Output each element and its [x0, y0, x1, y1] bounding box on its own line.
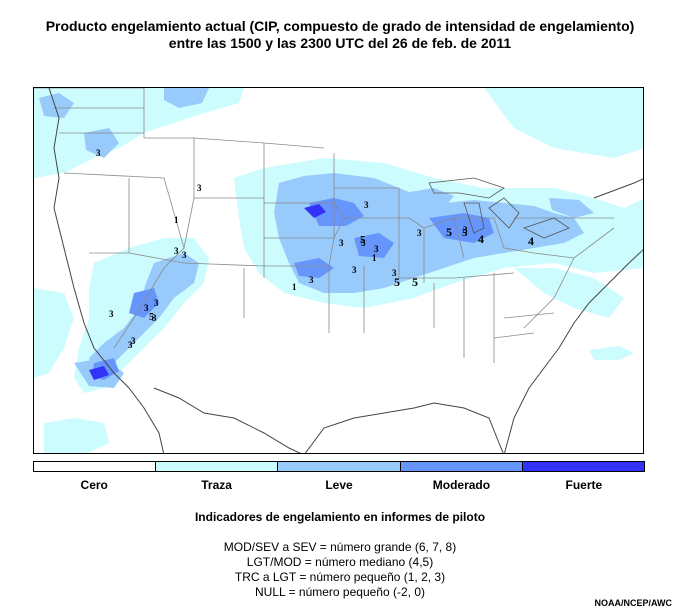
- legend-swatch-leve: [278, 462, 401, 471]
- marker-23: 4: [528, 234, 534, 248]
- marker-11: 5: [394, 275, 400, 289]
- marker-26: 3: [463, 225, 468, 235]
- legend-label-cero: Cero: [80, 478, 108, 492]
- legend-label-leve: Leve: [325, 478, 353, 492]
- marker-27: 5: [361, 238, 366, 248]
- marker-13: 3: [392, 268, 397, 278]
- icing-map: 3 3 1 3 3 3 3 1 3 3 5 5 5 3 1 3 3 3 3 5 …: [33, 87, 644, 454]
- marker-15: 3: [182, 250, 187, 260]
- marker-1: 3: [197, 183, 202, 193]
- legend-swatch-cero: [34, 462, 157, 471]
- marker-12: 5: [412, 275, 418, 289]
- pirep-line-4: NULL = número pequeño (-2, 0): [255, 585, 425, 599]
- marker-7: 1: [372, 253, 377, 263]
- marker-19: 5: [149, 312, 154, 323]
- great-lakes: [428, 177, 570, 239]
- map-svg: 3 3 1 3 3 3 3 1 3 3 5 5 5 3 1 3 3 3 3 5 …: [34, 88, 643, 453]
- marker-18: 3: [144, 303, 149, 313]
- marker-6: 3: [374, 244, 379, 254]
- legend-label-traza: Traza: [201, 478, 232, 492]
- pirep-line-3: TRC a LGT = número pequeño (1, 2, 3): [234, 570, 446, 584]
- marker-17: 3: [154, 298, 159, 308]
- pirep-line-1: MOD/SEV a SEV = número grande (6, 7, 8): [223, 540, 457, 554]
- legend-swatch-moderado: [400, 462, 523, 471]
- pirep-heading: Indicadores de engelamiento en informes …: [194, 510, 486, 524]
- coastline: [48, 88, 643, 453]
- legend-color-bar: [33, 461, 645, 472]
- state-boundaries: [34, 88, 615, 363]
- marker-8: 3: [352, 265, 357, 275]
- legend-swatch-fuerte: [522, 462, 645, 471]
- marker-14: 1: [292, 282, 297, 292]
- credit-text: NOAA/NCEP/AWC: [594, 598, 672, 608]
- pirep-markers: 3 3 1 3 3 3 3 1 3 3 5 5 5 3 1 3 3 3 3 5 …: [96, 148, 534, 350]
- title-line-2: entre las 1500 y las 2300 UTC del 26 de …: [168, 35, 512, 51]
- marker-3: 3: [364, 200, 369, 210]
- marker-16: 3: [174, 246, 179, 256]
- marker-5: 3: [339, 238, 344, 248]
- marker-29: 3: [131, 336, 136, 346]
- marker-2: 1: [174, 215, 179, 225]
- marker-4: 3: [417, 228, 422, 238]
- marker-28: 3: [152, 313, 157, 323]
- marker-25: 3: [128, 340, 133, 350]
- marker-24: 3: [109, 309, 114, 319]
- chart-title: Producto engelamiento actual (CIP, compu…: [0, 18, 680, 52]
- pirep-line-2: LGT/MOD = número mediano (4,5): [246, 555, 434, 569]
- legend-labels: Cero Traza Leve Moderado Fuerte: [33, 478, 645, 492]
- legend-label-fuerte: Fuerte: [565, 478, 603, 492]
- marker-22: 4: [478, 232, 484, 246]
- marker-20: 5: [446, 225, 452, 239]
- marker-9: 3: [309, 275, 314, 285]
- legend-swatch-traza: [156, 462, 279, 471]
- marker-21: 5: [462, 227, 468, 239]
- heavy-areas: [89, 204, 326, 380]
- legend-label-moderado: Moderado: [432, 478, 491, 492]
- pirep-lines: MOD/SEV a SEV = número grande (6, 7, 8) …: [0, 540, 680, 600]
- title-line-1: Producto engelamiento actual (CIP, compu…: [45, 18, 635, 34]
- marker-0: 3: [96, 148, 101, 158]
- marker-10: 5: [360, 234, 366, 246]
